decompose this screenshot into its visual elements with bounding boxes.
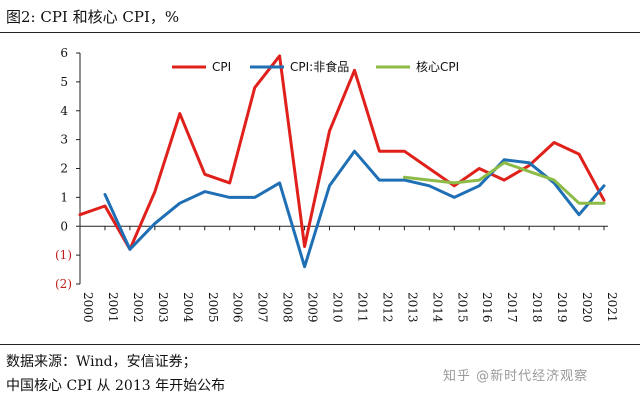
chart-legend: CPI CPI:非食品 核心CPI [172, 59, 459, 74]
top-rule [0, 32, 640, 33]
data-source-note: 数据来源：Wind，安信证券； [6, 354, 197, 370]
x-tick-label: 2017 [505, 292, 519, 323]
x-tick-label: 2004 [181, 292, 195, 323]
x-tick-label: 2000 [81, 292, 95, 323]
y-tick-label: (1) [55, 248, 72, 262]
bottom-rule [0, 344, 640, 345]
chart-title: 图2: CPI 和核心 CPI，% [6, 8, 180, 26]
legend-label-2: CPI:非食品 [290, 59, 349, 74]
x-tick-label: 2003 [156, 292, 170, 323]
x-tick-label: 2008 [281, 292, 295, 323]
y-tick-label: 5 [60, 75, 68, 89]
series-line-3 [402, 161, 606, 205]
y-tick-label: 3 [60, 133, 68, 147]
x-tick-label: 2011 [355, 292, 369, 323]
x-tick-label: 2019 [555, 292, 569, 323]
core-cpi-remark: 中国核心 CPI 从 2013 年开始公布 [6, 378, 226, 394]
y-tick-label: 4 [60, 104, 68, 118]
x-tick-label: 2009 [306, 292, 320, 323]
x-tick-label: 2018 [530, 292, 544, 323]
y-tick-label: 6 [60, 46, 68, 60]
x-tick-label: 2020 [580, 292, 594, 323]
x-tick-label: 2014 [430, 292, 444, 323]
series-line-2 [103, 149, 606, 269]
y-tick-label: 0 [60, 219, 68, 233]
chart-axes: 6 5 4 3 2 1 0 (1) (2) 2000 2001 2002 2003 2004 2005 200… [55, 46, 619, 323]
y-tick-label: 1 [60, 190, 68, 204]
x-tick-label: 2002 [131, 292, 145, 323]
legend-label-3: 核心CPI [416, 60, 459, 74]
x-tick-label: 2007 [256, 292, 270, 323]
x-tick-label: 2021 [605, 292, 619, 323]
x-tick-label: 2010 [331, 292, 345, 323]
chart-series [78, 54, 606, 269]
watermark: 知乎 @新时代经济观察 [443, 369, 589, 384]
y-tick-label: 2 [60, 162, 68, 176]
y-tick-label: (2) [55, 277, 72, 291]
x-tick-label: 2005 [206, 292, 220, 323]
x-tick-label: 2012 [380, 292, 394, 323]
x-tick-label: 2015 [455, 292, 469, 323]
x-tick-label: 2013 [405, 292, 419, 323]
legend-label-1: CPI [212, 60, 231, 74]
x-tick-label: 2006 [231, 292, 245, 323]
series-line-1 [78, 54, 606, 251]
line-chart: 6 5 4 3 2 1 0 (1) (2) 2000 2001 2002 2003 2004 2005 200… [55, 46, 619, 323]
x-tick-label: 2001 [106, 292, 120, 323]
x-tick-label: 2016 [480, 292, 494, 323]
